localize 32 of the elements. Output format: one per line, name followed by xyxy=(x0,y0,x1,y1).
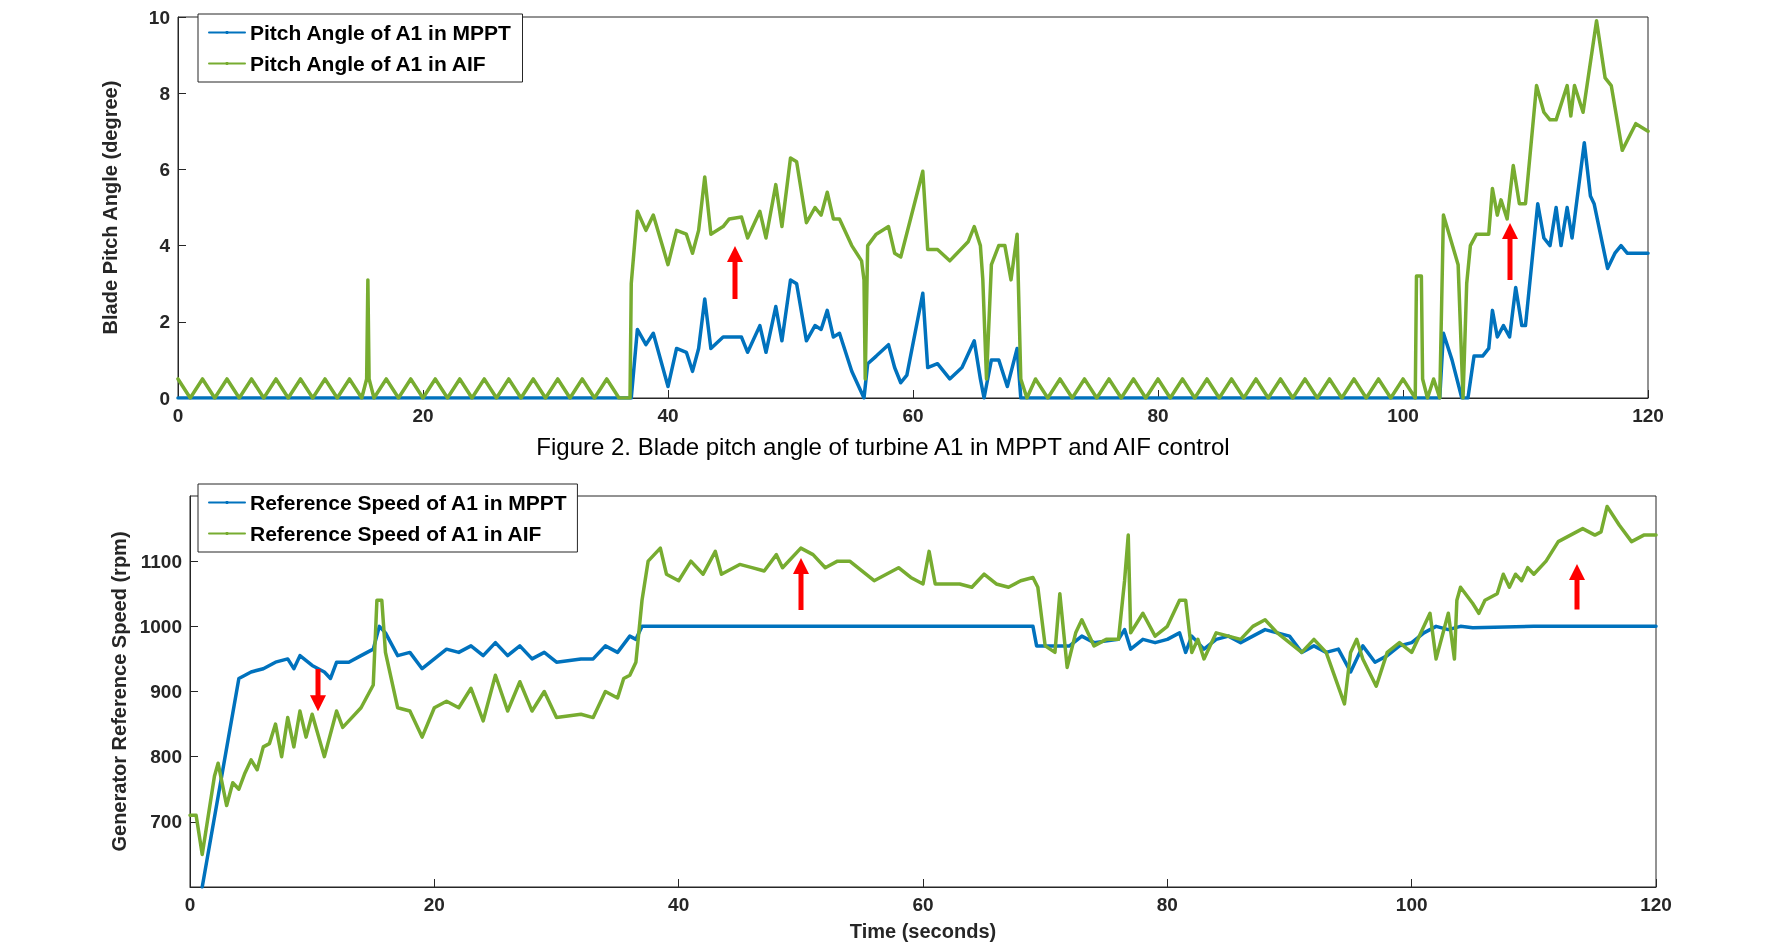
y-tick-label: 900 xyxy=(150,681,182,702)
legend-label: Reference Speed of A1 in MPPT xyxy=(250,491,567,514)
legend-label: Pitch Angle of A1 in AIF xyxy=(250,52,486,75)
x-tick-label: 60 xyxy=(912,894,934,915)
x-tick-label: 120 xyxy=(1632,405,1664,426)
y-tick-label: 4 xyxy=(159,235,171,257)
x-tick-label: 20 xyxy=(412,405,434,426)
legend-label: Reference Speed of A1 in AIF xyxy=(250,522,542,545)
x-tick-label: 80 xyxy=(1147,405,1169,426)
x-tick-label: 100 xyxy=(1395,894,1428,915)
x-axis-title: Time (seconds) xyxy=(849,920,997,942)
x-tick-label: 80 xyxy=(1156,894,1178,915)
y-tick-label: 2 xyxy=(159,311,170,333)
caption: Figure 2. Blade pitch angle of turbine A1 in MPPT and AIF control xyxy=(536,432,1230,460)
x-tick-label: 0 xyxy=(184,894,196,915)
x-tick-label: 100 xyxy=(1387,405,1419,426)
y-tick-label: 800 xyxy=(150,746,182,768)
y-axis-title: Generator Reference Speed (rpm) xyxy=(107,531,130,852)
y-tick-label: 6 xyxy=(159,158,170,180)
x-tick-label: 40 xyxy=(668,894,690,915)
y-tick-label: 1100 xyxy=(140,550,182,572)
y-tick-label: 700 xyxy=(150,811,182,833)
y-tick-label: 0 xyxy=(159,387,170,409)
y-tick-label: 8 xyxy=(159,82,170,104)
x-tick-label: 60 xyxy=(902,405,924,426)
y-tick-label: 10 xyxy=(148,6,170,28)
x-tick-label: 20 xyxy=(423,894,445,915)
x-tick-label: 120 xyxy=(1640,894,1672,915)
x-tick-label: 40 xyxy=(657,405,679,426)
legend-label: Pitch Angle of A1 in MPPT xyxy=(250,21,512,44)
y-axis-title: Blade Pitch Angle (degree) xyxy=(99,80,121,335)
y-tick-label: 1000 xyxy=(139,615,182,637)
